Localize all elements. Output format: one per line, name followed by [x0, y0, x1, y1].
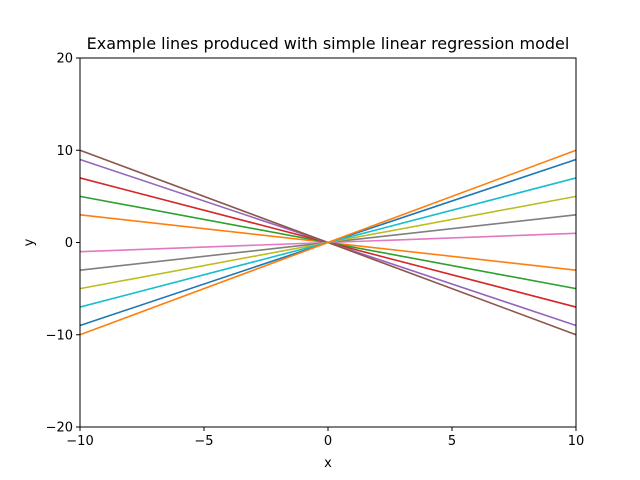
x-tick-label: −10	[66, 434, 93, 449]
y-tick-label: 20	[56, 52, 73, 67]
chart-title: Example lines produced with simple linea…	[87, 34, 570, 53]
y-tick-label: −20	[46, 421, 73, 436]
x-tick-label: 5	[448, 434, 456, 449]
x-tick-label: 0	[324, 434, 332, 449]
x-axis-ticks: −10 −5 0 5 10	[66, 427, 584, 449]
series-line-11	[79, 149, 577, 336]
y-axis-ticks: −20 −10 0 10 20	[46, 52, 80, 436]
y-tick-label: −10	[46, 328, 73, 343]
series-group	[79, 149, 577, 336]
x-tick-label: −5	[194, 434, 213, 449]
x-axis-label: x	[324, 456, 332, 471]
x-tick-label: 10	[568, 434, 585, 449]
y-axis-label: y	[22, 238, 37, 246]
y-tick-label: 0	[65, 236, 73, 251]
y-tick-label: 10	[56, 144, 73, 159]
